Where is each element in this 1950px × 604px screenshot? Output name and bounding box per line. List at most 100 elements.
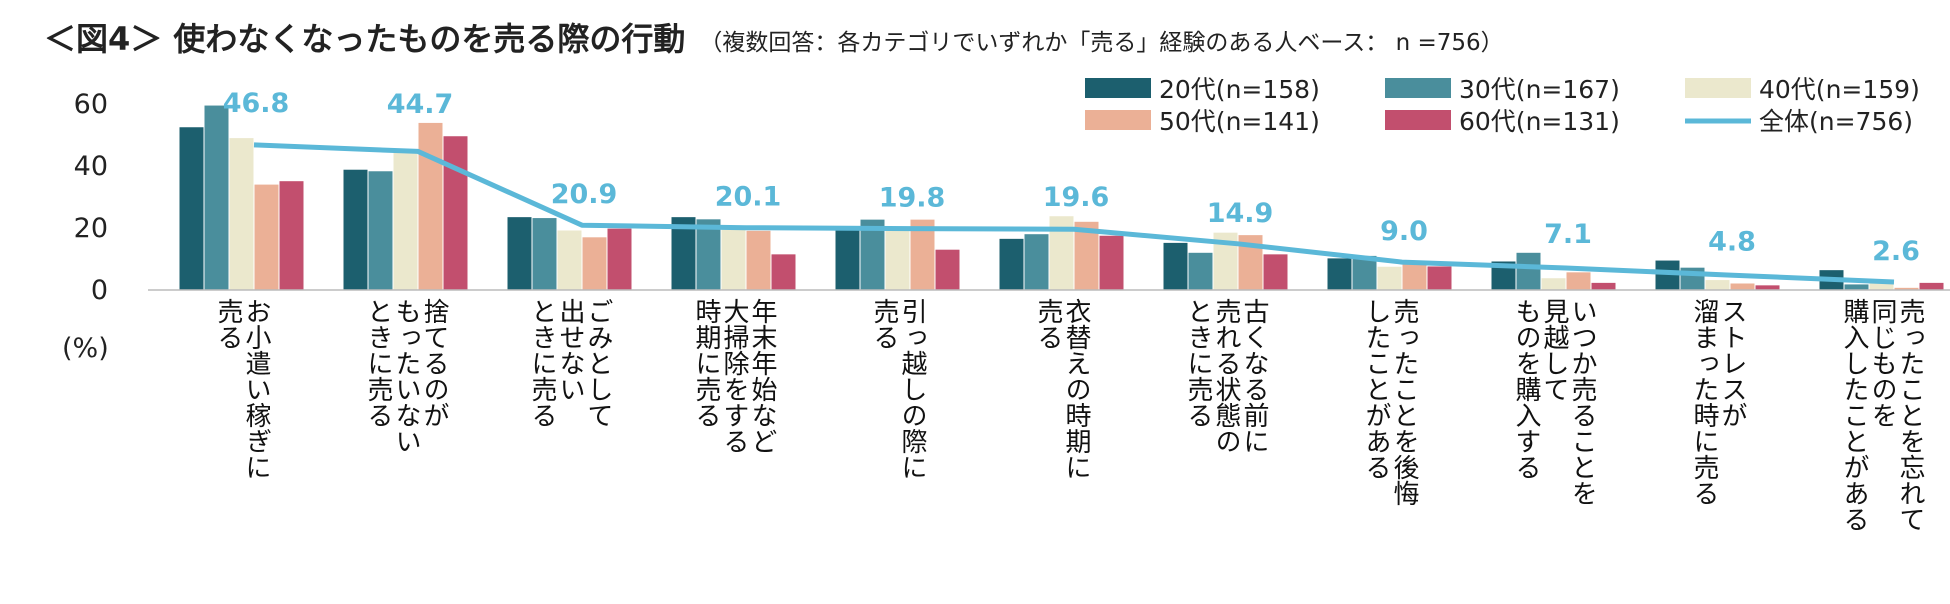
bar-30s-3: [696, 219, 721, 290]
legend-swatch-30s: [1385, 78, 1451, 98]
category-label-line: 見越して: [1539, 298, 1569, 402]
category-label-line: 売ったことを忘れて: [1895, 298, 1925, 532]
chart-subtitle: （複数回答：各カテゴリでいずれか「売る」経験のある人ベース： n =756）: [699, 30, 1504, 56]
overall-data-label: 9.0: [1380, 216, 1428, 247]
category-label-line: ストレスが: [1717, 298, 1747, 428]
bar-30s-7: [1352, 255, 1377, 290]
bar-30s-8: [1516, 252, 1541, 290]
category-label-line: 購入したことがある: [1839, 298, 1869, 532]
legend-label-overall: 全体(n=756): [1759, 107, 1913, 136]
category-label-line: したことがある: [1361, 298, 1391, 480]
overall-data-label: 7.1: [1544, 219, 1592, 250]
legend-label-30s: 30代(n=167): [1459, 75, 1620, 104]
bar-40s-3: [721, 229, 746, 290]
y-tick-label: 20: [74, 213, 108, 244]
overall-data-label: 2.6: [1872, 236, 1920, 267]
bar-60s-8: [1591, 282, 1616, 290]
bar-40s-8: [1541, 278, 1566, 290]
bar-40s-2: [557, 230, 582, 290]
bar-20s-0: [179, 127, 204, 290]
y-tick-label: 60: [74, 89, 108, 120]
bar-30s-2: [532, 218, 557, 290]
category-label-line: 売れる状態の: [1211, 298, 1241, 454]
bar-60s-6: [1263, 254, 1288, 290]
bar-50s-8: [1566, 272, 1591, 290]
category-label-line: もったいない: [391, 298, 421, 454]
bar-60s-10: [1919, 282, 1944, 290]
data-labels: 46.8 44.7 20.9 20.1 19.8 19.6 14.9 9.0 7.1 4.8 2.6: [223, 88, 1920, 267]
category-label-line: ものを購入する: [1511, 298, 1541, 480]
overall-data-label: 19.8: [879, 183, 946, 214]
bar-20s-1: [343, 169, 368, 290]
bar-50s-2: [582, 237, 607, 290]
bar-40s-4: [885, 229, 910, 290]
category-label-line: ごみとして: [583, 298, 613, 428]
bar-60s-4: [935, 249, 960, 290]
category-label-line: ときに売る: [1183, 298, 1213, 428]
bar-50s-1: [418, 122, 443, 290]
bar-20s-6: [1163, 242, 1188, 290]
bar-50s-10: [1894, 287, 1919, 290]
bars: [179, 105, 1944, 290]
bar-30s-4: [860, 219, 885, 290]
legend: 20代(n=158) 30代(n=167) 40代(n=159) 50代(n=141)…: [1085, 75, 1920, 136]
chart-title-main: ＜図4＞ 使わなくなったものを売る際の行動: [44, 20, 686, 58]
y-tick-label: 0: [91, 275, 108, 306]
category-label-line: 捨てるのが: [419, 298, 449, 428]
y-tick-label: 40: [74, 151, 108, 182]
y-axis: 0 20 40 60: [74, 89, 108, 306]
legend-label-40s: 40代(n=159): [1759, 75, 1920, 104]
legend-swatch-40s: [1685, 78, 1751, 98]
chart-title: ＜図4＞ 使わなくなったものを売る際の行動 （複数回答：各カテゴリでいずれか「売る…: [44, 14, 1504, 60]
bar-20s-5: [999, 238, 1024, 290]
overall-data-label: 14.9: [1207, 198, 1274, 229]
bar-30s-6: [1188, 252, 1213, 290]
category-label-line: 引っ越しの際に: [897, 298, 927, 480]
category-label-line: 売ったことを後悔: [1389, 298, 1419, 506]
category-label-line: 衣替えの時期に: [1061, 298, 1091, 480]
category-label-line: いつか売ることを: [1567, 298, 1597, 506]
category-label-line: 時期に売る: [691, 298, 721, 428]
legend-label-50s: 50代(n=141): [1159, 107, 1320, 136]
category-label-line: 古くなる前に: [1239, 298, 1269, 454]
overall-series: [253, 142, 1895, 285]
overall-data-label: 20.9: [551, 179, 618, 210]
bar-20s-4: [835, 229, 860, 290]
bar-20s-7: [1327, 258, 1352, 290]
bar-50s-3: [746, 230, 771, 290]
bar-30s-5: [1024, 234, 1049, 290]
category-label-line: 大掃除をする: [719, 298, 749, 454]
legend-label-60s: 60代(n=131): [1459, 107, 1620, 136]
overall-data-label: 4.8: [1708, 227, 1756, 258]
overall-data-label: 19.6: [1043, 182, 1110, 213]
category-label-line: 溜まった時に売る: [1689, 298, 1719, 506]
legend-swatch-20s: [1085, 78, 1151, 98]
bar-40s-10: [1869, 282, 1894, 290]
overall-line: [253, 142, 1895, 285]
bar-60s-2: [607, 228, 632, 290]
category-label-line: ときに売る: [527, 298, 557, 428]
legend-swatch-50s: [1085, 110, 1151, 130]
category-label-line: 年末年始など: [747, 298, 777, 454]
category-label-line: お小遣い稼ぎに: [241, 298, 271, 480]
overall-data-label: 46.8: [223, 88, 290, 119]
overall-data-label: 44.7: [387, 89, 454, 120]
bar-60s-0: [279, 181, 304, 290]
bar-20s-2: [507, 217, 532, 290]
bar-40s-1: [393, 152, 418, 290]
bar-50s-4: [910, 219, 935, 290]
bar-30s-0: [204, 105, 229, 290]
bar-40s-0: [229, 138, 254, 290]
y-axis-unit: (%): [62, 333, 109, 364]
category-label-line: 出せない: [555, 298, 585, 402]
bar-50s-7: [1402, 263, 1427, 290]
legend-label-20s: 20代(n=158): [1159, 75, 1320, 104]
bar-40s-9: [1705, 280, 1730, 290]
bar-20s-9: [1655, 260, 1680, 290]
category-label-line: 売る: [869, 298, 899, 350]
category-labels: お小遣い稼ぎに売る 捨てるのがもったいないときに売る ごみとして出せないときに売る年…: [213, 298, 1925, 532]
legend-swatch-60s: [1385, 110, 1451, 130]
overall-data-label: 20.1: [715, 182, 782, 213]
category-label-line: ときに売る: [363, 298, 393, 428]
